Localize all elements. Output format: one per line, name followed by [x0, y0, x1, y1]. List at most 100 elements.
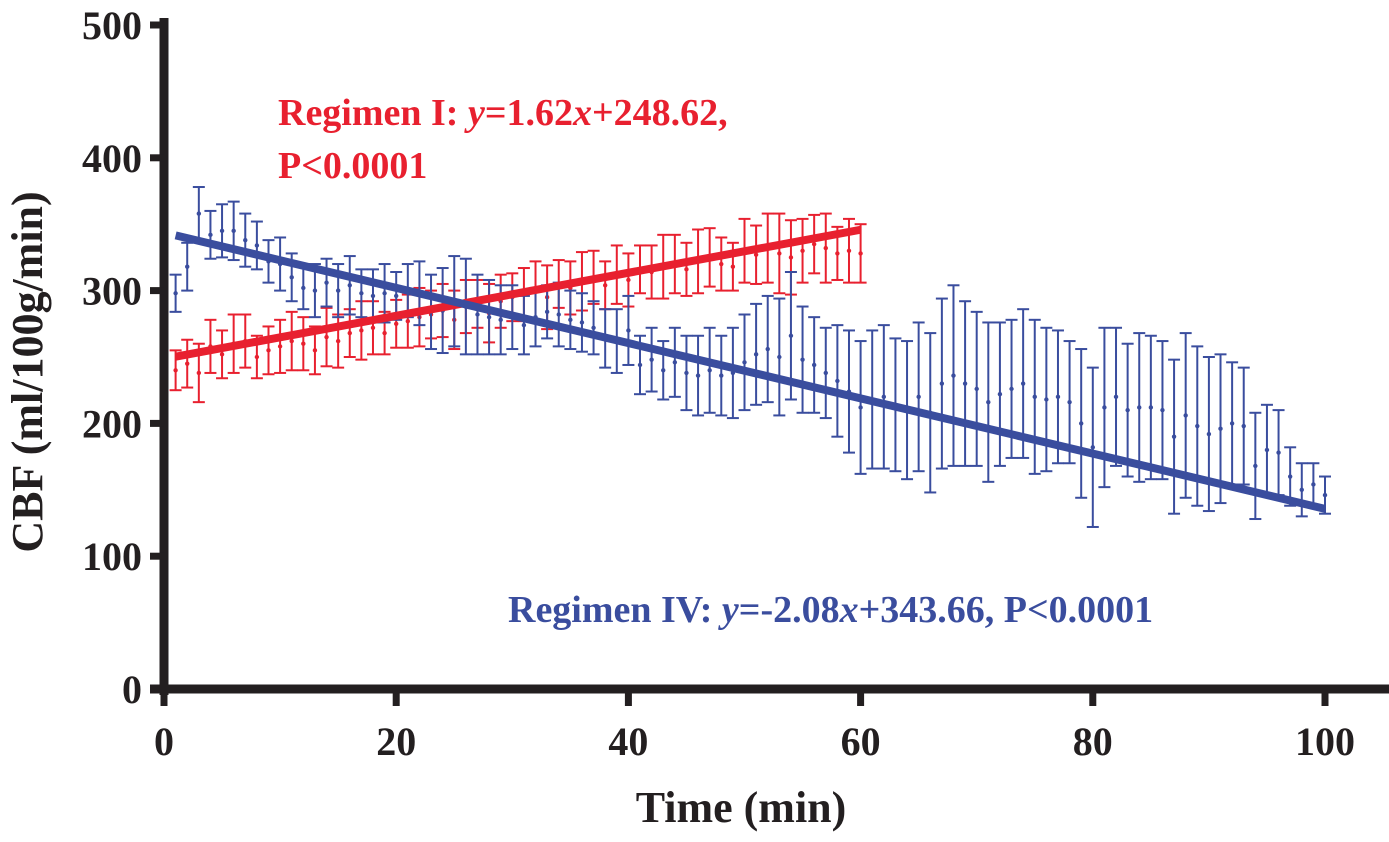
regimen-iv-intercept-p: +343.66, P<0.0001	[859, 589, 1154, 631]
y-tick-label-200: 200	[82, 401, 142, 446]
regimen-i-point	[719, 261, 724, 267]
regimen-iv-point	[568, 317, 573, 323]
regimen-i-point	[405, 318, 411, 324]
regimen-iv-x-var: x	[839, 589, 859, 631]
regimen-iv-point	[1311, 482, 1316, 487]
regimen-i-intercept: +248.62,	[592, 92, 728, 134]
y-axis-title: CBF (ml/100g/min)	[3, 191, 52, 552]
regimen-iv-point	[1195, 423, 1200, 429]
regimen-iv-point	[800, 357, 805, 362]
regimen-iv-point	[1299, 487, 1304, 492]
regimen-iv-point	[1322, 492, 1328, 498]
regimen-i-label: Regimen I:	[278, 92, 468, 134]
regimen-iv-point	[254, 243, 260, 248]
regimen-iv-point	[1090, 445, 1096, 450]
regimen-iv-point	[649, 357, 654, 362]
x-tick-label-40: 40	[608, 719, 648, 764]
regimen-iv-point	[1148, 405, 1154, 410]
regimen-iv-point	[753, 352, 759, 357]
regimen-i-point	[347, 330, 352, 336]
regimen-i-point	[730, 264, 736, 269]
regimen-i-x-var: x	[572, 92, 592, 134]
regimen-i-point	[800, 248, 805, 253]
regimen-iv-point	[370, 293, 376, 299]
regimen-i-point	[335, 338, 341, 344]
regimen-iv-point	[1032, 394, 1037, 400]
regimen-iv-point	[219, 228, 225, 234]
y-tick-label-0: 0	[122, 667, 142, 712]
regimen-iv-point	[1009, 386, 1014, 392]
regimen-iv-point	[173, 291, 178, 296]
regimen-i-point	[312, 348, 318, 353]
regimen-i-point	[846, 248, 852, 253]
regimen-iv-point	[742, 360, 747, 365]
regimen-i-point	[219, 352, 225, 357]
regimen-iv-slope: =-2.08	[739, 589, 840, 631]
regimen-iv-point	[1020, 381, 1026, 386]
y-tick-label-400: 400	[82, 136, 142, 181]
regimen-i-point	[858, 251, 863, 256]
regimen-iv-point	[196, 211, 202, 216]
regimen-iv-point	[301, 285, 306, 291]
regimen-iv-point	[962, 381, 968, 386]
y-tick-label-100: 100	[82, 534, 142, 579]
regimen-i-point	[254, 354, 260, 360]
regimen-iv-point	[289, 275, 294, 280]
regimen-iv-point	[661, 368, 666, 373]
regimen-iv-point	[684, 370, 689, 376]
regimen-i-point	[277, 344, 283, 349]
regimen-iv-point	[1125, 407, 1130, 413]
regimen-i-point	[196, 370, 202, 376]
regimen-iv-point	[626, 328, 631, 333]
regimen-iv-point	[1276, 450, 1281, 455]
regimen-iv-point	[951, 373, 956, 378]
regimen-iv-point	[1113, 394, 1119, 400]
regimen-iv-point	[521, 322, 527, 328]
series-layer	[169, 186, 1331, 528]
regimen-iv-y-var: y	[718, 589, 739, 631]
regimen-i-point	[185, 361, 190, 366]
regimen-iv-point	[765, 346, 770, 352]
regimen-i-point	[835, 251, 840, 256]
regimen-iv-point	[1183, 413, 1188, 418]
regimen-iv-point	[823, 370, 828, 376]
regimen-iv-point	[1218, 426, 1223, 431]
regimen-iv-point	[208, 232, 213, 238]
regimen-iv-point	[324, 280, 329, 285]
regimen-i-point	[370, 325, 376, 330]
trend-layer	[174, 225, 1326, 513]
regimen-iv-point	[544, 309, 550, 315]
regimen-i-point	[753, 252, 759, 257]
regimen-iv-point	[1206, 431, 1212, 437]
regimen-i-point	[173, 368, 178, 373]
x-tick-label-0: 0	[154, 719, 174, 764]
regimen-iv-point	[777, 354, 782, 360]
regimen-i-slope: =1.62	[485, 92, 573, 134]
regimen-iv-point	[185, 264, 190, 269]
regimen-iv-point	[719, 373, 724, 378]
regimen-iv-equation: Regimen IV: y=-2.08x+343.66, P<0.0001	[508, 589, 1153, 631]
x-tick-label-80: 80	[1073, 719, 1113, 764]
regimen-iv-point	[1102, 405, 1107, 410]
regimen-iv-point	[1044, 397, 1049, 402]
regimen-iv-point	[394, 293, 399, 299]
regimen-i-point	[823, 245, 828, 251]
regimen-i-point	[394, 321, 399, 326]
regimen-iv-point	[1067, 399, 1072, 405]
regimen-iv-point	[916, 394, 921, 400]
regimen-iv-point	[1160, 407, 1165, 413]
regimen-iv-point	[637, 362, 643, 368]
regimen-iv-point	[997, 391, 1003, 397]
regimen-i-point	[684, 267, 689, 272]
regimen-iv-point	[858, 405, 863, 410]
regimen-iv-point	[1078, 421, 1084, 426]
regimen-i-point	[788, 255, 794, 260]
regimen-iv-point	[1241, 423, 1246, 429]
y-tick-label-300: 300	[82, 269, 142, 314]
regimen-iv-point	[335, 288, 341, 293]
x-axis-title: Time (min)	[636, 783, 847, 832]
regimen-i-point	[777, 251, 782, 256]
x-tick-label-100: 100	[1295, 719, 1355, 764]
regimen-i-point	[324, 334, 329, 340]
regimen-iv-point	[939, 381, 945, 386]
